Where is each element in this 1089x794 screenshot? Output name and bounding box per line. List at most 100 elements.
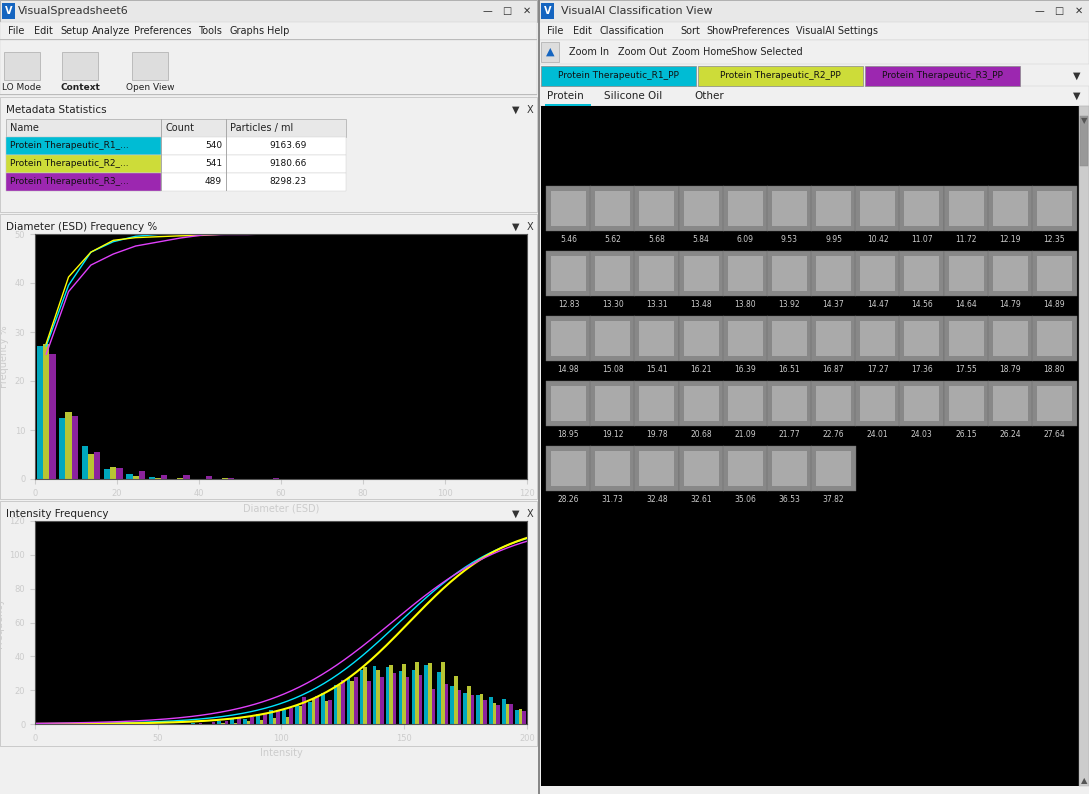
Bar <box>243 719 247 724</box>
Text: Protein: Protein <box>547 91 584 101</box>
Bar <box>551 191 586 226</box>
Bar <box>541 106 1081 786</box>
Bar <box>386 668 389 724</box>
Text: 12.19: 12.19 <box>1000 235 1020 244</box>
Bar <box>900 251 944 296</box>
Bar <box>415 662 419 724</box>
Bar <box>772 321 807 356</box>
Bar <box>250 717 254 724</box>
Bar <box>221 723 224 724</box>
Bar <box>855 186 901 231</box>
Bar <box>230 719 234 724</box>
Text: 489: 489 <box>205 178 222 187</box>
Bar <box>206 476 212 479</box>
Bar <box>132 52 168 80</box>
Text: Show Selected: Show Selected <box>731 47 803 57</box>
Bar <box>148 477 155 479</box>
Bar <box>59 418 65 479</box>
Bar <box>596 386 631 421</box>
Text: 9163.69: 9163.69 <box>270 141 307 151</box>
Bar <box>811 251 856 296</box>
Bar <box>723 446 768 491</box>
Bar <box>518 708 523 724</box>
Text: 35.06: 35.06 <box>734 495 756 504</box>
Text: 13.92: 13.92 <box>779 300 800 309</box>
Bar <box>811 381 856 426</box>
Text: 37.82: 37.82 <box>822 495 844 504</box>
Text: —: — <box>1035 6 1044 16</box>
Bar <box>467 686 470 724</box>
Bar <box>1032 186 1077 231</box>
Bar <box>346 677 351 724</box>
Y-axis label: Frequency: Frequency <box>0 597 4 648</box>
Bar <box>949 386 983 421</box>
Text: 17.27: 17.27 <box>867 365 889 374</box>
Bar <box>44 344 49 479</box>
Text: V: V <box>4 6 12 16</box>
Bar <box>639 321 674 356</box>
Bar <box>0 40 537 95</box>
Bar <box>541 3 554 19</box>
Bar <box>678 316 723 361</box>
Bar <box>260 720 264 724</box>
Text: Protein Therapeutic_R2_PP: Protein Therapeutic_R2_PP <box>720 71 841 80</box>
Bar <box>816 451 851 486</box>
Bar <box>811 446 856 491</box>
Bar <box>988 251 1032 296</box>
Bar <box>7 137 346 155</box>
Text: 541: 541 <box>205 160 222 168</box>
Bar <box>161 475 168 479</box>
Bar <box>4 52 40 80</box>
Text: VisualAI Settings: VisualAI Settings <box>796 26 879 36</box>
Bar <box>684 386 719 421</box>
Bar <box>1032 251 1077 296</box>
Bar <box>277 710 280 724</box>
Text: Edit: Edit <box>573 26 592 36</box>
Bar <box>0 0 537 22</box>
Text: X: X <box>527 105 534 115</box>
Bar <box>367 681 370 724</box>
Text: Protein Therapeutic_R3_PP: Protein Therapeutic_R3_PP <box>882 71 1003 80</box>
Bar <box>723 251 768 296</box>
Text: 24.01: 24.01 <box>867 430 889 439</box>
Bar <box>1037 386 1072 421</box>
Text: 28.26: 28.26 <box>558 495 579 504</box>
Bar <box>767 186 811 231</box>
Bar <box>811 316 856 361</box>
Bar <box>192 723 195 724</box>
Bar <box>72 416 78 479</box>
Bar <box>904 191 940 226</box>
Bar <box>993 386 1028 421</box>
Text: ▲: ▲ <box>547 47 555 57</box>
Bar <box>325 701 328 724</box>
Bar <box>82 446 88 479</box>
Bar <box>900 186 944 231</box>
Bar <box>505 704 510 724</box>
Bar <box>62 52 98 80</box>
Bar <box>256 715 260 724</box>
Bar <box>419 675 423 724</box>
Text: 31.73: 31.73 <box>602 495 624 504</box>
Bar <box>860 386 895 421</box>
Text: 18.95: 18.95 <box>558 430 579 439</box>
Bar <box>65 412 72 479</box>
Bar <box>298 706 303 724</box>
Text: 18.80: 18.80 <box>1043 365 1065 374</box>
Text: ▲: ▲ <box>1080 777 1087 785</box>
Bar <box>546 446 591 491</box>
Text: 27.64: 27.64 <box>1043 430 1065 439</box>
Text: Setup: Setup <box>60 26 88 36</box>
Text: 13.48: 13.48 <box>690 300 712 309</box>
Bar <box>546 251 591 296</box>
Bar <box>634 381 680 426</box>
Text: 9.53: 9.53 <box>781 235 798 244</box>
Text: 14.64: 14.64 <box>955 300 977 309</box>
Text: 11.07: 11.07 <box>911 235 932 244</box>
Bar <box>590 316 635 361</box>
Bar <box>0 22 537 40</box>
Bar <box>811 186 856 231</box>
Bar <box>634 186 680 231</box>
Bar <box>860 321 895 356</box>
Bar <box>234 723 237 724</box>
Bar <box>546 186 591 231</box>
